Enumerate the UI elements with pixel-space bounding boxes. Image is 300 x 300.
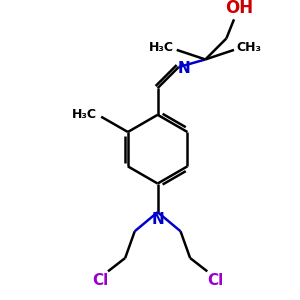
Text: CH₃: CH₃ bbox=[237, 41, 262, 55]
Text: Cl: Cl bbox=[207, 273, 223, 288]
Text: OH: OH bbox=[225, 0, 253, 17]
Text: H₃C: H₃C bbox=[149, 41, 174, 55]
Text: N: N bbox=[151, 212, 164, 227]
Text: N: N bbox=[178, 61, 191, 76]
Text: H₃C: H₃C bbox=[71, 108, 97, 121]
Text: Cl: Cl bbox=[92, 273, 109, 288]
